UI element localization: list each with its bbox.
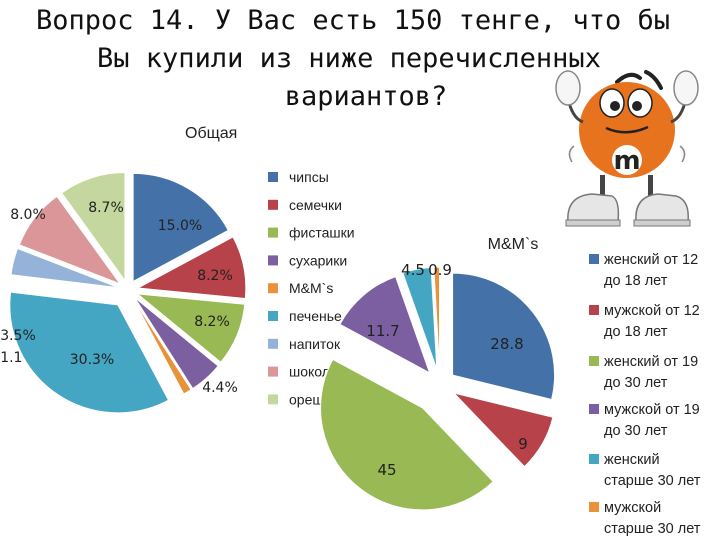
chart1-title: Общая [185, 125, 237, 142]
chart1-legend-label: фисташки [289, 225, 355, 241]
chart1-legend-label: печенье [289, 308, 342, 324]
chart2-legend-swatch [589, 404, 599, 414]
mascot-logo-letter: m [613, 146, 640, 176]
chart1-slice-6 [9, 291, 170, 414]
chart1-data-label: 8.7% [88, 200, 124, 216]
chart1-slice-5 [132, 298, 192, 395]
chart1-data-label: 8.2% [194, 314, 230, 330]
chart2-title: M&M`s [488, 236, 539, 253]
chart1-data-label: 4.4% [202, 380, 238, 396]
mascot-sole [565, 219, 621, 227]
mascot-brows [615, 70, 663, 90]
chart2-data-label: 4.5 [401, 261, 425, 279]
chart2-legend-swatch [589, 502, 599, 512]
chart1-legend-swatch [268, 394, 278, 405]
title-line: Вы купили из ниже перечисленных [97, 43, 601, 74]
chart1-legend-label: чипсы [289, 169, 329, 185]
chart1-legend-label: сухарики [289, 252, 347, 268]
mascot-glove [673, 70, 699, 106]
chart1-data-label: 30.3% [70, 352, 114, 368]
chart1-legend-swatch [268, 227, 278, 238]
chart2-legend-label: женский от 12 до 18 лет [604, 252, 698, 289]
chart1-legend-label: семечки [289, 197, 342, 213]
chart1-data-label: 8.0% [10, 207, 46, 223]
chart1-legend-swatch [268, 311, 278, 321]
mascot-leg [600, 175, 605, 197]
mascot-mouth [605, 125, 649, 134]
mascot-sole [633, 219, 691, 227]
mascot-pupil [610, 101, 620, 111]
chart2-legend-swatch [589, 356, 599, 366]
chart1-legend-label: напиток [289, 336, 341, 352]
chart2-slice-5 [402, 266, 438, 370]
chart1-legend-swatch [268, 338, 278, 349]
chart2-legend-label: женский от 19 до 30 лет [604, 354, 698, 391]
chart2-legend-label: мужской старше 30 лет [604, 500, 701, 537]
chart1-legend-swatch [268, 283, 278, 294]
chart2-slice-4 [339, 276, 431, 374]
chart1-legend-label: M&M`s [289, 280, 333, 296]
mm-mascot-icon: m [555, 70, 699, 227]
chart1-slice-2 [136, 236, 247, 300]
page-title: Вопрос 14. У Вас есть 150 тенге, что бы … [0, 2, 720, 116]
chart2-data-label: 0.9 [428, 261, 452, 279]
chart1-legend-swatch [268, 255, 278, 266]
mascot-glove [555, 70, 581, 106]
chart1-data-label: 15.0% [158, 218, 202, 234]
chart2-legend-swatch [589, 254, 599, 264]
chart1-slice-3 [135, 293, 246, 363]
chart1-slice-9 [60, 171, 126, 283]
mascot-shoe [567, 193, 620, 223]
chart1-slice-1 [132, 172, 229, 283]
title-line: Вопрос 14. У Вас есть 150 тенге, что бы [36, 5, 670, 36]
chart2-slice-2 [452, 392, 554, 468]
chart2-data-label: 11.7 [366, 322, 399, 340]
chart2-data-label: 9 [518, 435, 528, 453]
chart2-legend-swatch [589, 454, 599, 464]
chart2-legend-label: мужской от 12 до 18 лет [604, 303, 700, 340]
mascot-logo-circle [612, 145, 642, 175]
chart1-data-label: 8.2% [197, 268, 233, 284]
chart1-legend-swatch [268, 172, 278, 182]
chart1-slice-4 [134, 297, 219, 390]
chart2-slice-3 [320, 358, 494, 511]
chart2-legend-label: мужской от 19 до 30 лет [604, 402, 700, 439]
mascot-leg [648, 175, 653, 197]
chart2-slice-1 [452, 272, 556, 401]
chart1-slice-7 [10, 247, 119, 289]
chart2-data-label: 45 [377, 461, 396, 479]
chart1-legend-swatch [268, 199, 278, 210]
title-line: вариантов? [284, 81, 448, 112]
chart1-legend-swatch [268, 366, 278, 377]
mascot-shoe [635, 193, 689, 223]
chart2-slice-6 [433, 266, 441, 370]
chart1-data-label: 3.5% [0, 328, 36, 344]
chart2-data-label: 28.8 [490, 335, 523, 353]
chart2-legend-label: женский старше 30 лет [604, 452, 701, 489]
mascot-glove-cuff [568, 145, 686, 163]
mascot-pupil [632, 101, 642, 111]
chart2-legend-swatch [589, 305, 599, 315]
chart1-slice-8 [18, 195, 122, 285]
